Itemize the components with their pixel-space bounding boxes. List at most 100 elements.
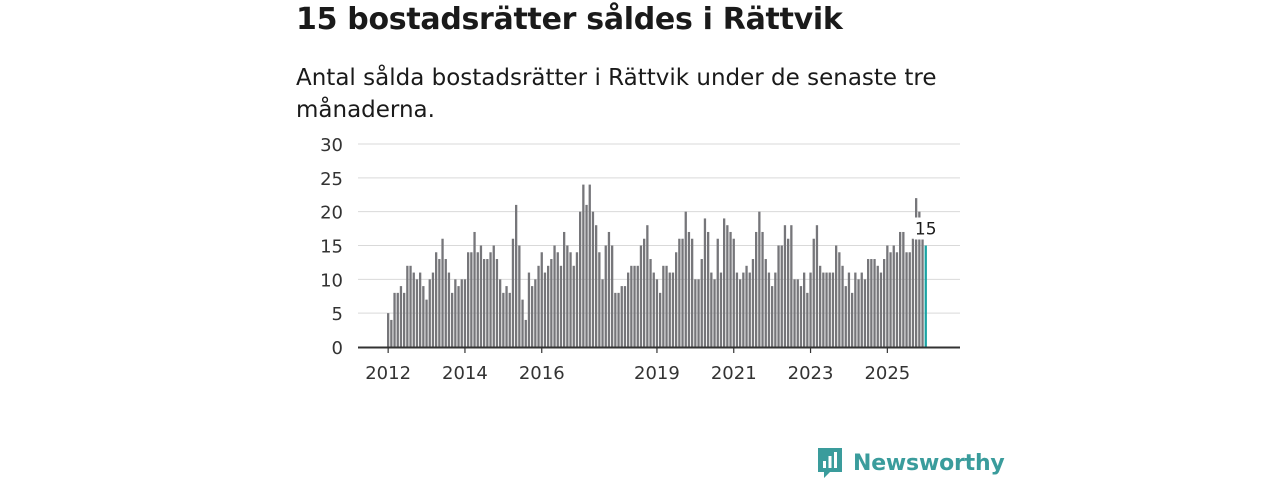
bar [665, 265, 668, 347]
bar [412, 272, 415, 347]
bar [700, 259, 703, 347]
bar [681, 238, 684, 347]
bar [716, 238, 719, 347]
bar [831, 272, 835, 347]
bar [495, 259, 499, 347]
bar [515, 204, 518, 347]
bar [860, 272, 863, 347]
bar [556, 252, 559, 347]
bar [662, 265, 665, 347]
bar [403, 292, 406, 347]
bar [441, 238, 444, 347]
bar [819, 265, 822, 347]
bar [521, 299, 524, 347]
bar [623, 286, 627, 347]
bar [531, 286, 534, 347]
y-tick-label: 5 [332, 304, 343, 325]
bar [879, 272, 883, 347]
bar [892, 245, 895, 347]
bar [751, 259, 755, 347]
bar [828, 272, 831, 347]
bar [601, 279, 604, 347]
x-axis: 2012 2014 2016 2019 2021 2023 2025 [365, 347, 910, 384]
bar [457, 286, 460, 347]
newsworthy-brand[interactable]: Newsworthy [816, 446, 1005, 480]
bar [915, 198, 918, 347]
x-tick-label: 2019 [634, 363, 680, 384]
bar [614, 292, 617, 347]
bar [774, 272, 777, 347]
bar [806, 292, 809, 347]
bar [895, 252, 899, 347]
bar [777, 245, 780, 347]
bar [505, 286, 508, 347]
bar [607, 231, 611, 347]
bar [479, 245, 483, 347]
bar [742, 272, 745, 347]
bar [803, 272, 806, 347]
bar [611, 245, 614, 347]
bar [396, 292, 399, 347]
bar [825, 272, 828, 347]
bar [902, 231, 905, 347]
bar [470, 252, 473, 347]
bar [387, 313, 390, 347]
bar [924, 245, 927, 347]
bar [595, 225, 598, 347]
bar [886, 245, 889, 347]
bar [559, 265, 563, 347]
bar [588, 184, 591, 347]
bar [543, 272, 547, 347]
bar [684, 211, 687, 347]
bar [854, 272, 857, 347]
bar [569, 252, 572, 347]
bar [758, 211, 761, 347]
bar [739, 279, 742, 347]
bar [604, 245, 607, 347]
annotation-background [913, 217, 938, 240]
bar [863, 279, 867, 347]
bar [678, 238, 681, 347]
bar [585, 204, 588, 347]
bar [527, 272, 531, 347]
bar [617, 292, 620, 347]
bar [783, 225, 787, 347]
bar [460, 279, 463, 347]
bar [467, 252, 470, 347]
bar [627, 272, 630, 347]
bars [387, 184, 927, 347]
bar [732, 238, 735, 347]
bar [905, 252, 908, 347]
annotations: 15 [913, 217, 938, 240]
bar [790, 225, 793, 347]
bar [550, 259, 553, 347]
bar [620, 286, 623, 347]
bar [687, 231, 691, 347]
bar [511, 238, 515, 347]
y-tick-label: 15 [320, 237, 343, 258]
bar [419, 272, 422, 347]
bar [431, 272, 435, 347]
bar [428, 279, 431, 347]
bar [547, 265, 550, 347]
bar [566, 245, 569, 347]
bar [422, 286, 425, 347]
bar [719, 272, 723, 347]
bar [847, 272, 851, 347]
bar [643, 238, 646, 347]
bar [883, 259, 886, 347]
x-tick-label: 2014 [442, 363, 488, 384]
y-tick-label: 0 [332, 338, 343, 359]
x-tick-label: 2025 [864, 363, 910, 384]
y-tick-label: 25 [320, 169, 343, 190]
bar [812, 238, 815, 347]
x-tick-label: 2012 [365, 363, 411, 384]
bar [476, 252, 479, 347]
bar [499, 279, 502, 347]
bar [838, 252, 841, 347]
bar [390, 319, 393, 347]
bar [809, 272, 812, 347]
bar [835, 245, 838, 347]
bar [447, 272, 451, 347]
